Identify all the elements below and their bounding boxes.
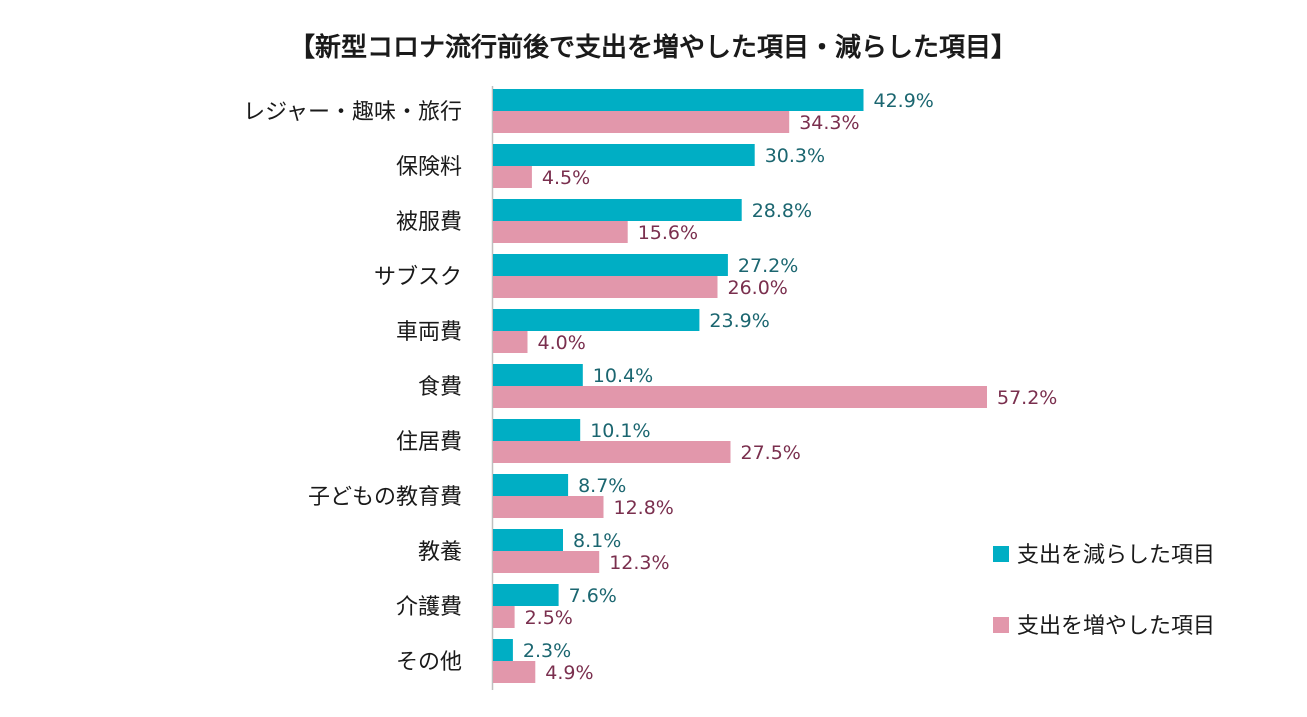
- bar-decreased: [493, 144, 755, 166]
- bar-decreased: [493, 584, 559, 606]
- bar-increased: [493, 331, 528, 353]
- category-label: 保険料: [396, 155, 462, 180]
- data-label-increased: 2.5%: [525, 607, 573, 629]
- bar-decreased: [493, 309, 700, 331]
- bar-increased: [493, 386, 987, 408]
- category-label: 教養: [418, 540, 462, 565]
- data-label-decreased: 23.9%: [709, 310, 769, 332]
- legend-swatch-decreased: [993, 546, 1009, 562]
- bar-increased: [493, 606, 515, 628]
- data-label-decreased: 42.9%: [874, 90, 934, 112]
- data-label-decreased: 8.1%: [573, 530, 621, 552]
- data-label-decreased: 2.3%: [523, 640, 571, 662]
- labels-layer: レジャー・趣味・旅行 42.9% 34.3% 保険料 30.3% 4.5% 被服費 28.8%…: [243, 90, 1057, 684]
- data-label-increased: 4.5%: [542, 167, 590, 189]
- bars-layer: [493, 89, 987, 683]
- bar-decreased: [493, 639, 513, 661]
- bar-decreased: [493, 89, 864, 111]
- data-label-increased: 27.5%: [741, 442, 801, 464]
- data-label-increased: 12.8%: [614, 497, 674, 519]
- data-label-decreased: 7.6%: [569, 585, 617, 607]
- category-label: 介護費: [396, 595, 462, 620]
- data-label-increased: 15.6%: [638, 222, 698, 244]
- data-label-increased: 34.3%: [799, 112, 859, 134]
- category-label: サブスク: [374, 265, 462, 290]
- bar-increased: [493, 496, 604, 518]
- bar-increased: [493, 221, 628, 243]
- data-label-increased: 4.0%: [538, 332, 586, 354]
- bar-decreased: [493, 419, 581, 441]
- bar-decreased: [493, 254, 728, 276]
- data-label-increased: 4.9%: [545, 662, 593, 684]
- data-label-decreased: 30.3%: [765, 145, 825, 167]
- data-label-decreased: 8.7%: [578, 475, 626, 497]
- category-label: 車両費: [396, 320, 462, 345]
- data-label-increased: 57.2%: [997, 387, 1057, 409]
- data-label-increased: 12.3%: [609, 552, 669, 574]
- category-label: 食費: [418, 375, 462, 400]
- data-label-decreased: 28.8%: [752, 200, 812, 222]
- category-label: 被服費: [396, 210, 462, 235]
- data-label-decreased: 10.4%: [593, 365, 653, 387]
- data-label-decreased: 10.1%: [590, 420, 650, 442]
- bar-increased: [493, 551, 600, 573]
- legend-swatch-increased: [993, 617, 1009, 633]
- bar-decreased: [493, 364, 583, 386]
- bar-increased: [493, 166, 532, 188]
- category-label: 住居費: [396, 430, 462, 455]
- legend-label-decreased: 支出を減らした項目: [1017, 543, 1215, 568]
- chart-title: 【新型コロナ流行前後で支出を増やした項目・減らした項目】: [289, 32, 1017, 63]
- bar-increased: [493, 276, 718, 298]
- category-label: 子どもの教育費: [308, 485, 462, 510]
- data-label-increased: 26.0%: [728, 277, 788, 299]
- bar-increased: [493, 661, 536, 683]
- bar-decreased: [493, 474, 569, 496]
- legend-label-increased: 支出を増やした項目: [1017, 614, 1215, 639]
- category-label: レジャー・趣味・旅行: [243, 100, 462, 125]
- category-label: その他: [396, 650, 462, 675]
- data-label-decreased: 27.2%: [738, 255, 798, 277]
- bar-increased: [493, 111, 790, 133]
- bar-decreased: [493, 199, 742, 221]
- bar-increased: [493, 441, 731, 463]
- bar-decreased: [493, 529, 563, 551]
